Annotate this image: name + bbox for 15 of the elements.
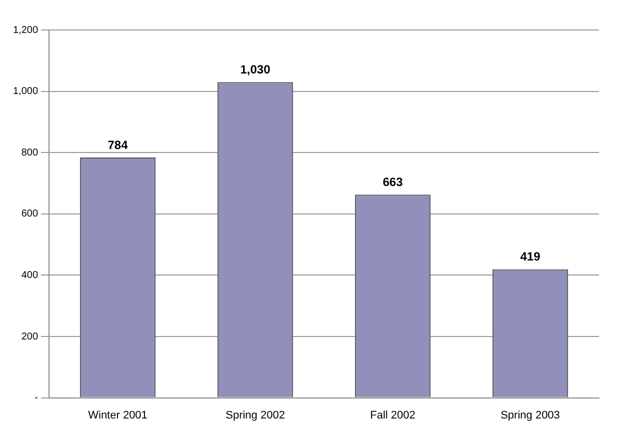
- x-tick-label: Spring 2003: [500, 409, 560, 422]
- y-tick-label: 1,200: [12, 24, 38, 36]
- y-tick-label: 400: [21, 270, 38, 281]
- data-label: 663: [382, 174, 404, 189]
- x-tick-label: Winter 2001: [88, 409, 148, 422]
- y-tick-label: 600: [21, 208, 38, 220]
- y-tick-label: -: [34, 392, 38, 404]
- x-tick-label: Spring 2002: [226, 409, 285, 422]
- data-label: 419: [520, 250, 541, 264]
- x-tick-label: Fall 2002: [370, 409, 416, 422]
- data-label: 1,030: [240, 62, 271, 76]
- y-tick-label: 200: [21, 331, 38, 342]
- data-label: 784: [108, 138, 128, 152]
- y-tick-label: 800: [21, 147, 38, 158]
- y-tick-label: 1,000: [12, 86, 38, 98]
